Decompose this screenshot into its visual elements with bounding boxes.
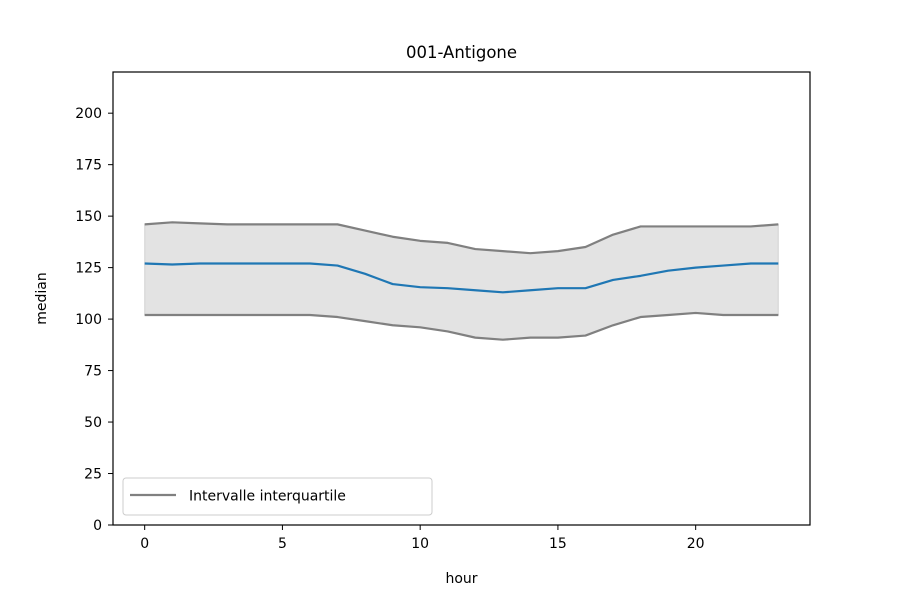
y-tick-label: 25 — [84, 467, 102, 483]
y-tick-label: 50 — [84, 415, 102, 431]
y-axis: 0 25 50 75 100 125 150 175 200 — [75, 106, 113, 534]
x-tick-label: 15 — [549, 536, 567, 552]
chart-title: 001-Antigone — [406, 43, 517, 62]
y-tick-label: 0 — [93, 518, 102, 534]
y-tick-label: 75 — [84, 364, 102, 380]
median-line — [144, 262, 779, 294]
x-axis: 0 5 10 15 20 — [140, 525, 705, 552]
legend-box — [122, 477, 433, 516]
x-tick-label: 5 — [278, 536, 287, 552]
x-tick-label: 0 — [140, 536, 149, 552]
x-axis-label: hour — [445, 571, 477, 587]
y-axis-label: median — [34, 272, 50, 324]
x-tick-label: 10 — [411, 536, 429, 552]
y-tick-label: 125 — [75, 261, 102, 277]
y-tick-label: 150 — [75, 209, 102, 225]
y-tick-label: 200 — [75, 106, 102, 122]
y-tick-label: 175 — [75, 158, 102, 174]
legend: Intervalle interquartile — [122, 477, 433, 516]
legend-label: Intervalle interquartile — [189, 489, 346, 505]
plot-frame — [112, 71, 811, 526]
series-lines-layer — [144, 221, 779, 341]
y-tick-label: 100 — [75, 312, 102, 328]
x-tick-label: 20 — [687, 536, 705, 552]
upper-quartile-line — [144, 221, 779, 255]
lower-quartile-line — [144, 311, 779, 341]
